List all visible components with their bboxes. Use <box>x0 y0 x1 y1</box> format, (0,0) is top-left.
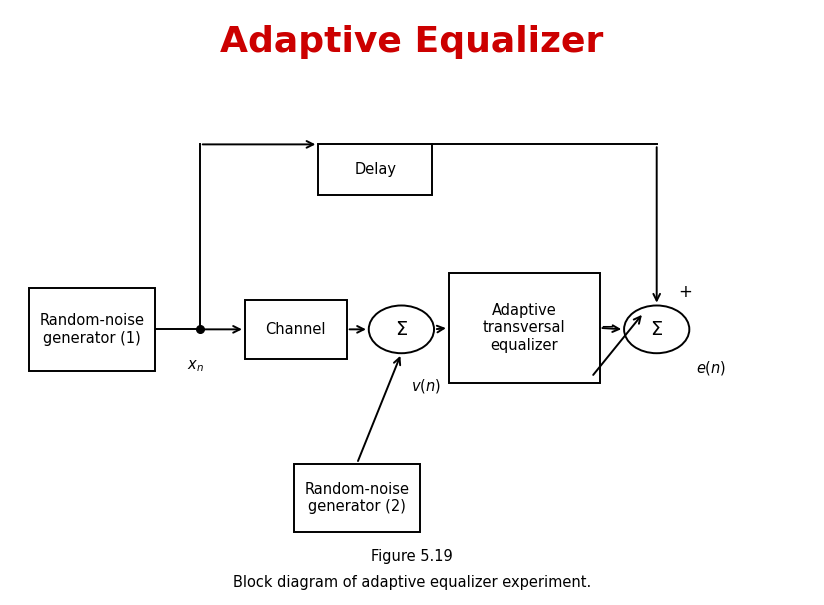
Bar <box>318 145 433 195</box>
Text: Block diagram of adaptive equalizer experiment.: Block diagram of adaptive equalizer expe… <box>233 575 591 590</box>
Bar <box>449 273 600 383</box>
Text: Σ: Σ <box>651 320 662 339</box>
Bar <box>245 299 347 359</box>
Circle shape <box>369 306 434 353</box>
Bar <box>29 287 155 371</box>
Text: Adaptive Equalizer: Adaptive Equalizer <box>220 25 604 59</box>
Text: Random-noise
generator (2): Random-noise generator (2) <box>304 482 410 514</box>
Text: $v(n)$: $v(n)$ <box>411 377 441 395</box>
Text: +: + <box>678 283 692 301</box>
Text: Channel: Channel <box>265 322 326 337</box>
Bar <box>293 463 420 532</box>
Text: Figure 5.19: Figure 5.19 <box>371 549 453 564</box>
Text: Adaptive
transversal
equalizer: Adaptive transversal equalizer <box>483 303 565 353</box>
Text: $e(n)$: $e(n)$ <box>695 359 726 377</box>
Text: −: − <box>601 318 614 335</box>
Text: Σ: Σ <box>396 320 408 339</box>
Circle shape <box>624 306 690 353</box>
Text: Random-noise
generator (1): Random-noise generator (1) <box>40 313 144 345</box>
Text: $x_n$: $x_n$ <box>187 358 204 374</box>
Text: Delay: Delay <box>354 162 396 177</box>
